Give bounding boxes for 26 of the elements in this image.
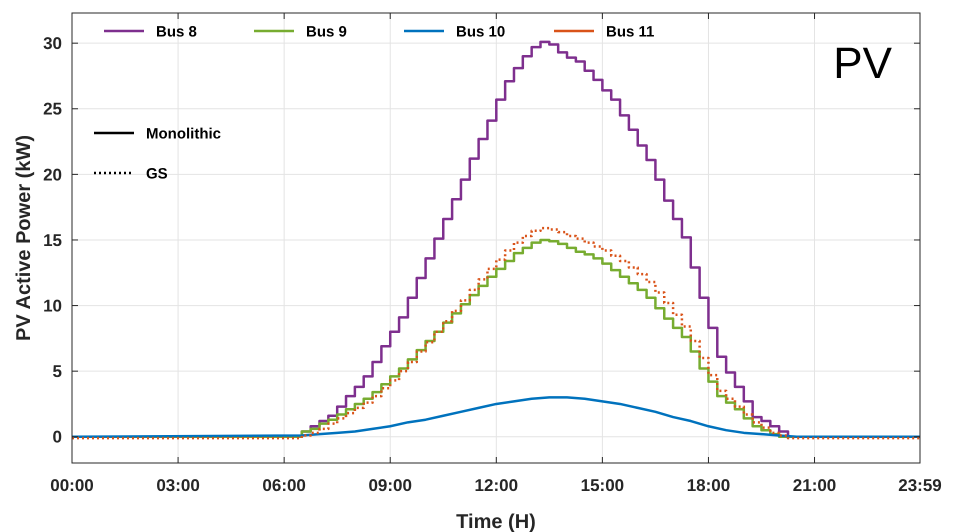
x-axis-title: Time (H) bbox=[456, 511, 536, 532]
x-tick-label: 06:00 bbox=[262, 476, 306, 495]
x-tick-label: 21:00 bbox=[792, 476, 836, 495]
y-tick-label: 30 bbox=[43, 34, 62, 54]
x-tick-label: 12:00 bbox=[474, 476, 518, 495]
legend-label: Bus 11 bbox=[606, 23, 654, 40]
y-tick-label: 25 bbox=[43, 100, 62, 119]
y-tick-label: 5 bbox=[52, 362, 62, 382]
y-tick-label: 10 bbox=[43, 296, 62, 316]
legend-label: Bus 10 bbox=[456, 23, 506, 40]
line-series bbox=[70, 396, 922, 438]
legend-label: Bus 8 bbox=[156, 23, 197, 40]
x-tick-label: 09:00 bbox=[368, 476, 412, 495]
x-tick-label: 15:00 bbox=[580, 476, 624, 495]
annotation: PV bbox=[833, 39, 893, 88]
y-tick-label: 0 bbox=[52, 428, 62, 447]
x-tick-label: 00:00 bbox=[50, 476, 94, 495]
annotation: GS bbox=[146, 165, 168, 182]
y-axis-title: PV Active Power (kW) bbox=[13, 135, 35, 341]
legend-label: Bus 9 bbox=[306, 23, 347, 40]
y-tick-label: 15 bbox=[43, 230, 62, 250]
annotation: Monolithic bbox=[146, 125, 221, 142]
x-tick-label: 18:00 bbox=[686, 476, 730, 495]
x-tick-label: 03:00 bbox=[156, 476, 200, 495]
x-tick-label: 23:59 bbox=[898, 476, 942, 495]
y-tick-label: 20 bbox=[43, 165, 62, 184]
